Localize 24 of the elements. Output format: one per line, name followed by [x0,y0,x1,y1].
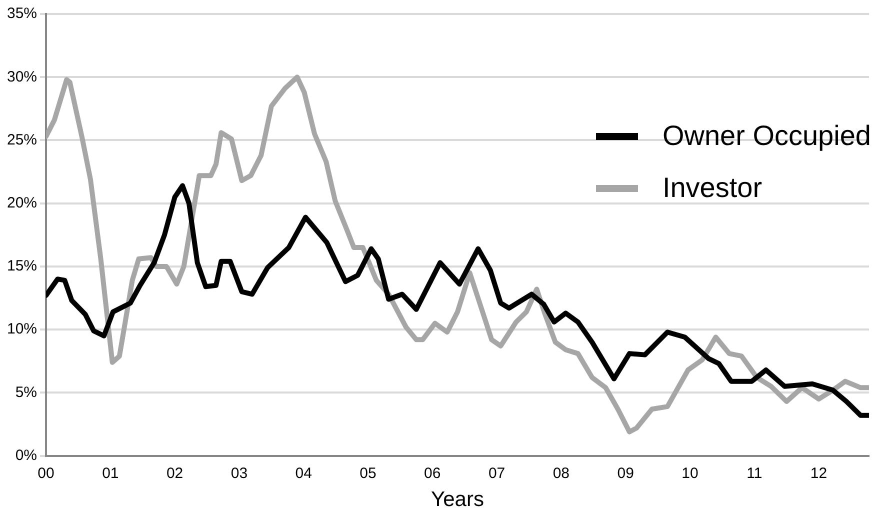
x-axis-title: Years [431,488,484,512]
x-tick-label: 11 [746,464,762,482]
x-tick-label: 06 [424,464,441,482]
legend-label: Owner Occupied [662,120,871,152]
y-tick-label: 15% [6,258,38,275]
x-tick-label: 01 [102,464,119,482]
y-tick-label: 25% [6,131,38,148]
y-tick-label: 30% [6,68,38,86]
x-tick-label: 10 [682,464,698,482]
x-tick-label: 00 [38,464,54,482]
x-tick-label: 04 [295,464,312,482]
y-tick-label: 0% [15,446,38,464]
y-tick-label: 10% [6,320,38,338]
y-tick-label: 35% [6,5,38,22]
y-tick-label: 20% [6,194,38,212]
x-tick-label: 12 [810,464,828,482]
legend-label: Investor [662,172,762,204]
x-tick-label: 05 [360,464,376,482]
x-tick-label: 03 [230,464,248,482]
x-tick-label: 07 [488,464,506,482]
x-tick-label: 09 [617,464,634,482]
y-tick-label: 5% [15,384,38,401]
x-tick-label: 08 [552,464,570,482]
x-tick-label: 02 [166,464,184,482]
